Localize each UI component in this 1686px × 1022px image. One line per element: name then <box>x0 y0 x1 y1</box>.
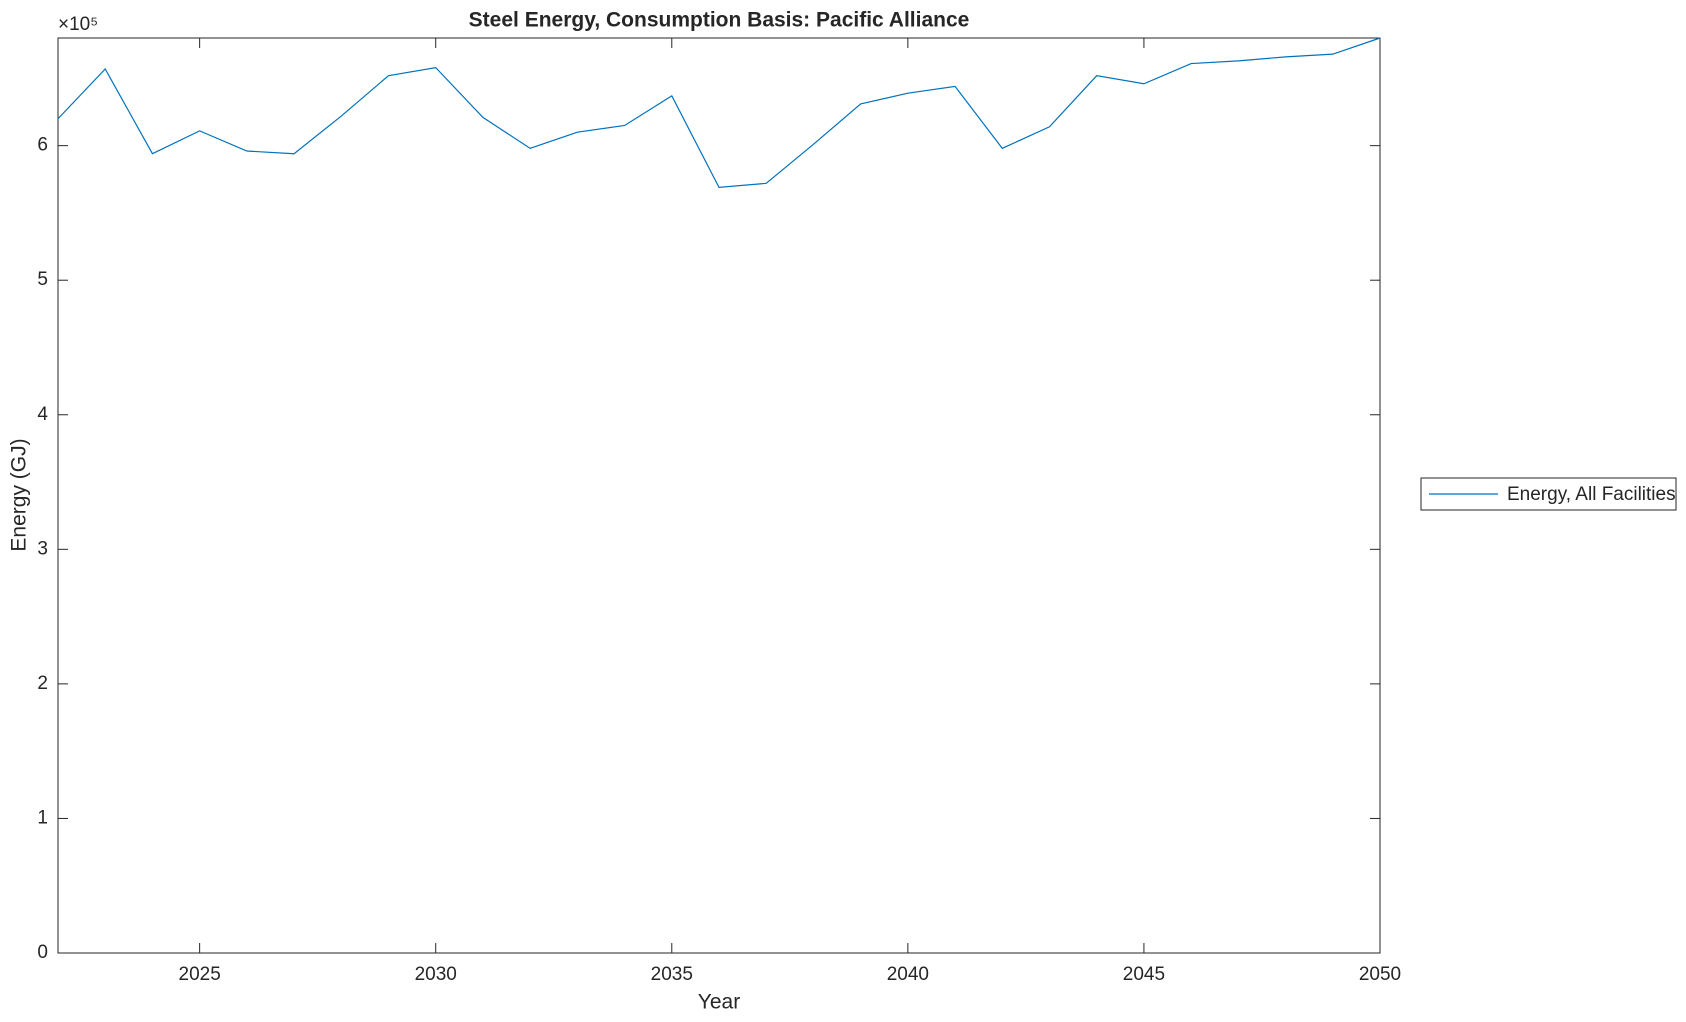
y-axis-label: Energy (GJ) <box>8 438 31 551</box>
x-tick-label: 2030 <box>415 964 457 985</box>
y-exponent: ×10⁵ <box>58 14 98 35</box>
legend-label: Energy, All Facilities <box>1507 484 1676 505</box>
x-tick-label: 2045 <box>1123 964 1165 985</box>
y-tick-label: 1 <box>37 807 48 828</box>
y-tick-label: 2 <box>37 673 48 694</box>
y-tick-label: 3 <box>37 538 48 559</box>
y-tick-label: 5 <box>37 269 48 290</box>
x-axis-label: Year <box>698 991 740 1014</box>
x-tick-label: 2035 <box>651 964 693 985</box>
data-line <box>57 37 1381 188</box>
y-tick-label: 4 <box>37 404 48 425</box>
x-tick-label: 2040 <box>887 964 929 985</box>
chart-title: Steel Energy, Consumption Basis: Pacific… <box>469 9 970 32</box>
y-tick-label: 0 <box>37 942 48 963</box>
x-tick-label: 2050 <box>1359 964 1401 985</box>
y-tick-label: 6 <box>37 135 48 156</box>
plot-area <box>57 37 1381 954</box>
x-tick-label: 2025 <box>179 964 221 985</box>
